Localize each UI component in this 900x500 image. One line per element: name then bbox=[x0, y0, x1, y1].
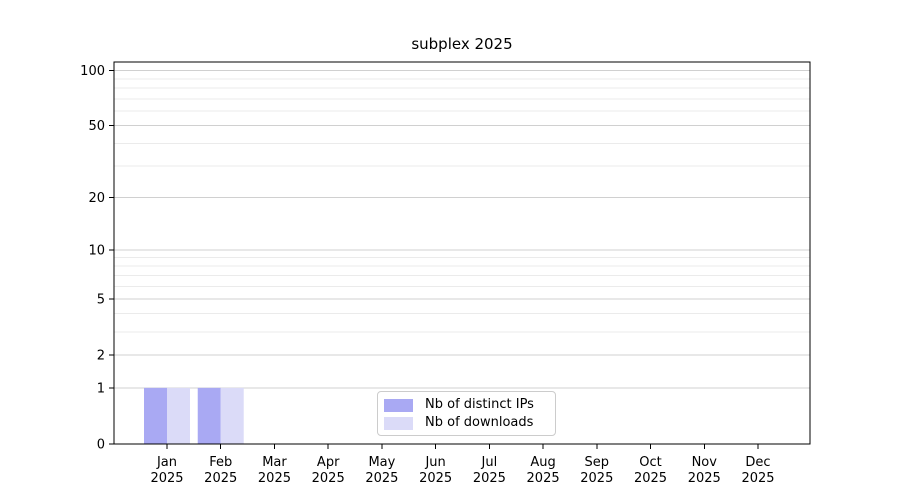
x-tick-label-year: 2025 bbox=[741, 471, 774, 486]
y-tick-label: 1 bbox=[97, 381, 105, 396]
legend-item-distinct-ips: Nb of distinct IPs bbox=[384, 397, 549, 413]
x-tick-label-month: Mar bbox=[262, 455, 287, 470]
x-tick-label-month: May bbox=[368, 455, 395, 470]
x-tick-label-month: Feb bbox=[209, 455, 232, 470]
x-tick-label-year: 2025 bbox=[258, 471, 291, 486]
y-tick-label: 100 bbox=[80, 64, 105, 79]
x-tick-label-month: Jul bbox=[481, 455, 498, 470]
bar-jan-distinct-ips bbox=[144, 387, 167, 444]
y-tick-label: 2 bbox=[97, 349, 105, 364]
x-tick-label-month: Apr bbox=[317, 455, 340, 470]
legend-swatch-distinct-ips bbox=[384, 398, 413, 412]
x-tick-label-year: 2025 bbox=[150, 471, 183, 486]
x-tick-label-year: 2025 bbox=[527, 471, 560, 486]
y-tick-label: 0 bbox=[97, 438, 105, 453]
x-tick-label-year: 2025 bbox=[365, 471, 398, 486]
y-tick-label: 5 bbox=[97, 292, 105, 307]
chart-title: subplex 2025 bbox=[411, 35, 513, 53]
plot-frame bbox=[113, 61, 811, 445]
bar-feb-distinct-ips bbox=[197, 387, 221, 444]
x-tick-label-year: 2025 bbox=[419, 471, 452, 486]
x-tick-label-year: 2025 bbox=[688, 471, 721, 486]
x-tick-label-month: Jun bbox=[424, 455, 445, 470]
legend-label-downloads: Nb of downloads bbox=[425, 415, 534, 430]
x-tick-label-month: Dec bbox=[745, 455, 770, 470]
y-tick-label: 20 bbox=[88, 191, 105, 206]
legend-item-downloads: Nb of downloads bbox=[384, 415, 549, 431]
x-tick-label-year: 2025 bbox=[312, 471, 345, 486]
legend-box: Nb of distinct IPs Nb of downloads bbox=[377, 391, 556, 436]
bar-jan-downloads bbox=[167, 387, 190, 444]
x-tick-label-year: 2025 bbox=[473, 471, 506, 486]
x-tick-label-month: Sep bbox=[585, 455, 610, 470]
x-tick-label-year: 2025 bbox=[204, 471, 237, 486]
x-tick-label-month: Oct bbox=[639, 455, 661, 470]
y-tick-label: 50 bbox=[88, 119, 105, 134]
y-tick-label: 10 bbox=[88, 243, 105, 258]
x-tick-label-month: Nov bbox=[692, 455, 718, 470]
legend-swatch-downloads bbox=[384, 416, 413, 430]
x-tick-label-year: 2025 bbox=[580, 471, 613, 486]
x-tick-label-month: Aug bbox=[530, 455, 555, 470]
legend-label-distinct-ips: Nb of distinct IPs bbox=[425, 397, 534, 412]
x-tick-label-year: 2025 bbox=[634, 471, 667, 486]
bar-feb-downloads bbox=[220, 387, 244, 444]
x-tick-label-month: Jan bbox=[156, 455, 177, 470]
